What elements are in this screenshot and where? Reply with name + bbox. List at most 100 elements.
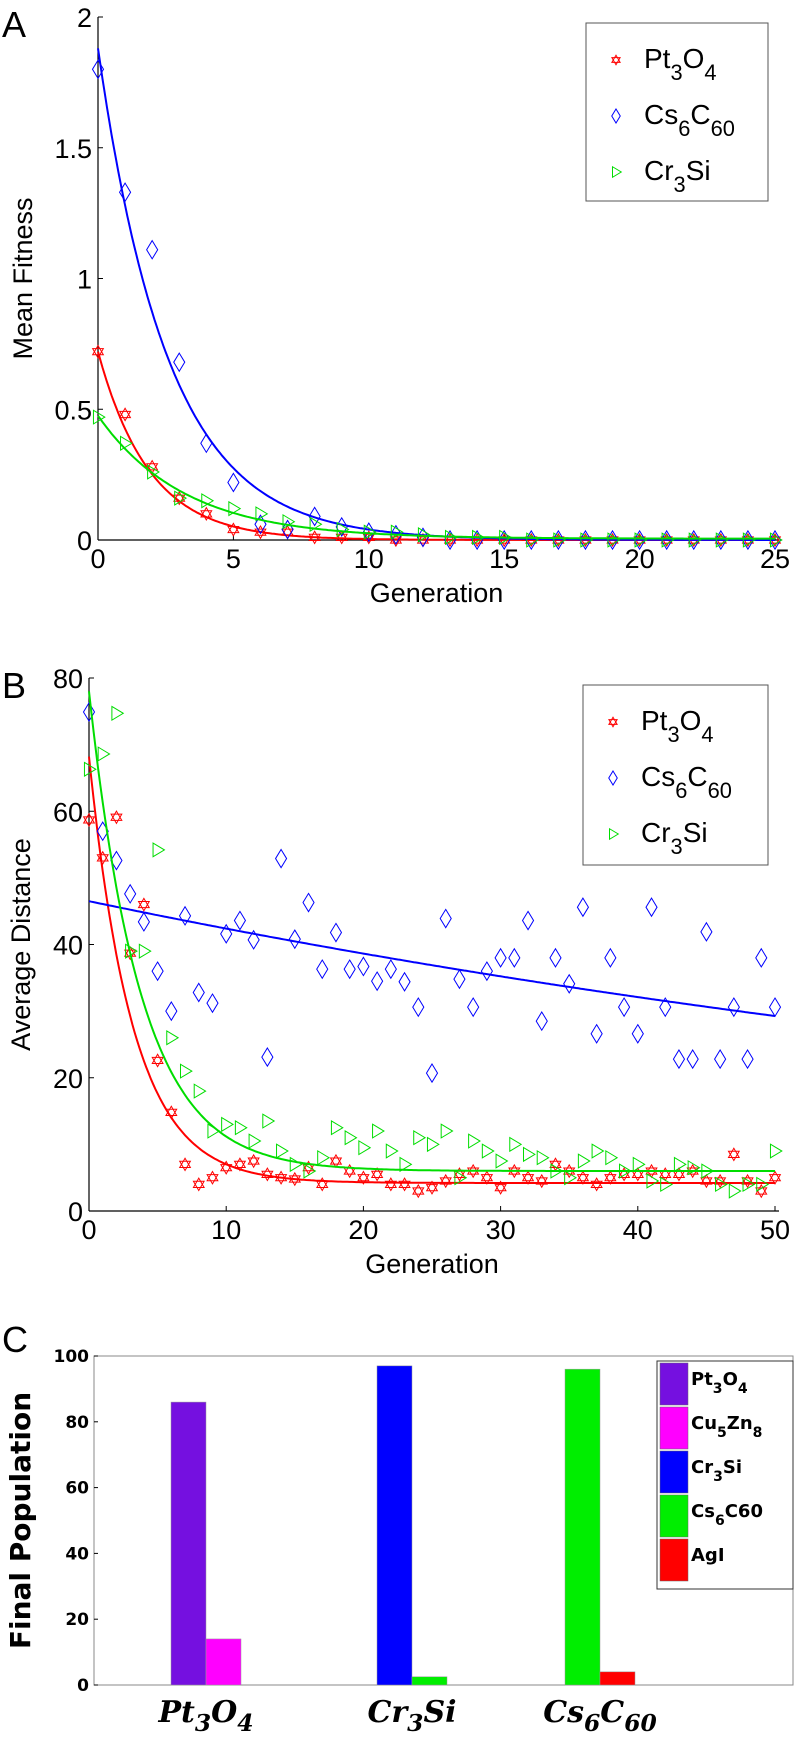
data-point-Cr3Si xyxy=(262,1113,276,1129)
legend-label-Pt3O4: Pt3O4 xyxy=(644,43,717,85)
data-point-Cs6C60 xyxy=(672,1049,686,1070)
text-segment: C xyxy=(600,1695,624,1730)
data-point-Cs6C60 xyxy=(494,947,507,968)
data-point-Cr3Si xyxy=(138,943,152,959)
subscript: 3 xyxy=(407,1709,423,1737)
bar-AgI xyxy=(599,1671,636,1686)
text-segment: Zn xyxy=(727,1413,753,1434)
data-point-Cr3Si xyxy=(688,532,702,548)
data-point-Cs6C60 xyxy=(82,701,96,723)
data-point-Pt3O4 xyxy=(91,344,105,359)
data-point-Cr3Si xyxy=(522,1146,536,1163)
text-segment: Cu xyxy=(691,1413,717,1434)
data-point-Cs6C60 xyxy=(552,529,565,551)
data-point-Cr3Si xyxy=(228,500,242,517)
data-point-Cr3Si xyxy=(125,943,138,959)
data-point-Cr3Si xyxy=(385,1143,399,1159)
legend-label-AgI: AgI xyxy=(691,1545,725,1566)
data-point-Cr3Si xyxy=(660,1176,674,1193)
data-point-Cr3Si xyxy=(111,705,125,722)
data-point-Cs6C60 xyxy=(741,529,755,551)
data-point-Cs6C60 xyxy=(165,1001,178,1022)
data-point-Cr3Si xyxy=(605,1149,619,1166)
data-point-Cr3Si xyxy=(632,1156,646,1173)
data-point-Pt3O4 xyxy=(308,530,321,545)
data-point-Cs6C60 xyxy=(741,1049,754,1070)
data-point-Cs6C60 xyxy=(686,1049,699,1070)
data-point-Pt3O4 xyxy=(316,1177,329,1192)
data-point-Pt3O4 xyxy=(82,812,96,828)
subscript: 4 xyxy=(738,1381,748,1397)
data-point-Pt3O4 xyxy=(254,524,267,540)
data-point-Cr3Si xyxy=(234,1120,248,1136)
data-point-Pt3O4 xyxy=(137,897,151,912)
data-point-Cs6C60 xyxy=(316,959,329,980)
data-point-Pt3O4 xyxy=(604,1170,617,1185)
y-tick-label: 60 xyxy=(53,797,83,827)
data-point-Cr3Si xyxy=(166,1030,180,1046)
data-point-Cr3Si xyxy=(289,1156,303,1173)
legend-swatch-Cs6C60 xyxy=(659,1494,689,1538)
y-tick-label: 40 xyxy=(53,931,83,961)
x-tick-label: 0 xyxy=(81,1215,96,1245)
data-point-Cs6C60 xyxy=(398,971,411,992)
y-tick-label: 100 xyxy=(54,1347,90,1367)
legend-label-Cs6C60: Cs6C60 xyxy=(644,99,735,141)
data-point-Pt3O4 xyxy=(145,459,159,474)
data-point-Cs6C60 xyxy=(727,997,740,1018)
data-point-Pt3O4 xyxy=(686,1163,699,1179)
data-point-Cr3Si xyxy=(120,435,133,451)
data-point-Cr3Si xyxy=(276,1143,289,1159)
x-tick-label: 40 xyxy=(623,1215,653,1245)
data-point-Cr3Si xyxy=(363,524,377,540)
legend-swatch-Cr3Si xyxy=(659,1450,689,1494)
data-point-Pt3O4 xyxy=(768,1170,782,1185)
data-point-Pt3O4 xyxy=(200,506,213,522)
text-segment: Si xyxy=(686,155,711,186)
data-point-Cs6C60 xyxy=(308,506,321,527)
x-tick-label: 20 xyxy=(348,1215,378,1245)
legend-label-Pt3O4: Pt3O4 xyxy=(641,705,714,747)
data-point-Cr3Si xyxy=(97,746,111,762)
data-point-Pt3O4 xyxy=(370,1167,384,1182)
data-point-Cr3Si xyxy=(673,1156,687,1173)
data-point-Cs6C60 xyxy=(660,529,673,551)
data-point-Cr3Si xyxy=(646,1173,660,1189)
data-point-Pt3O4 xyxy=(165,1105,178,1120)
data-point-Cs6C60 xyxy=(563,973,576,994)
y-tick-label: 1 xyxy=(77,265,92,295)
data-point-Pt3O4 xyxy=(727,1147,741,1162)
y-axis-label: Average Distance xyxy=(6,838,36,1051)
y-tick-label: 0 xyxy=(77,1676,89,1696)
data-point-Cs6C60 xyxy=(480,961,493,982)
data-point-Cr3Si xyxy=(152,842,166,858)
data-point-Cs6C60 xyxy=(687,529,700,551)
bar-Pt3O4 xyxy=(170,1401,207,1686)
data-point-Cr3Si xyxy=(207,1123,221,1139)
data-point-Pt3O4 xyxy=(480,1170,494,1185)
data-point-Cr3Si xyxy=(201,493,215,509)
x-axis-label: Generation xyxy=(370,578,504,608)
data-point-Cr3Si xyxy=(358,1139,372,1156)
data-point-Cs6C60 xyxy=(617,997,631,1018)
data-point-Pt3O4 xyxy=(206,1170,219,1185)
legend-label-Cu5Zn8: Cu5Zn8 xyxy=(691,1413,762,1441)
data-point-Cs6C60 xyxy=(118,182,132,203)
legend-label-Cr3Si: Cr3Si xyxy=(644,155,711,197)
data-point-Cr3Si xyxy=(179,1063,193,1079)
text-segment: Cs xyxy=(641,761,675,792)
data-point-Cs6C60 xyxy=(288,929,301,950)
legend-swatch-AgI xyxy=(659,1538,689,1582)
legend-swatch-Pt3O4 xyxy=(659,1362,689,1406)
legend-marker-Cr3Si xyxy=(612,165,623,179)
text-segment: O xyxy=(723,1369,738,1390)
y-axis-label: Final Population xyxy=(4,1392,37,1649)
text-segment: Cs xyxy=(543,1695,584,1730)
text-segment: Pt xyxy=(644,43,671,74)
subscript: 3 xyxy=(674,172,686,197)
x-tick-label: 10 xyxy=(354,544,384,574)
data-point-Cs6C60 xyxy=(384,959,397,980)
data-point-Cs6C60 xyxy=(247,929,260,950)
data-point-Cs6C60 xyxy=(521,910,535,931)
